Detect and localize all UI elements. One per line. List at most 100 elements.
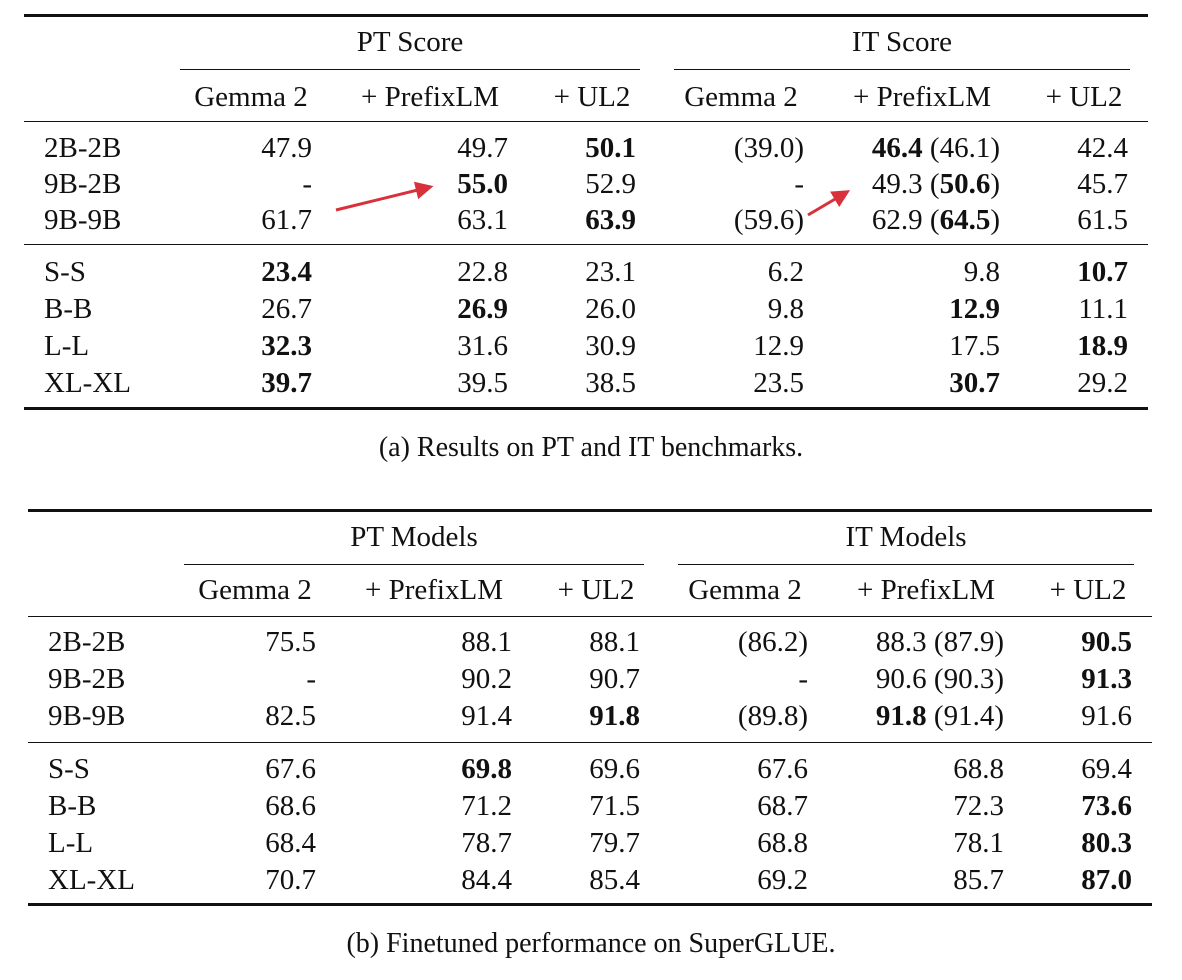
table-b-section-rule [28, 742, 1152, 744]
table-cell: 71.2 [461, 788, 512, 824]
row-label: 9B-9B [48, 700, 126, 732]
table-a-pt-cmidrule [180, 69, 640, 71]
table-cell: 26.0 [585, 291, 636, 327]
table-a-col-header: Gemma 2 [194, 81, 308, 113]
table-cell: 39.5 [457, 365, 508, 401]
table-b-col-header: Gemma 2 [688, 574, 802, 606]
table-cell: 68.7 [757, 788, 808, 824]
cell-text: 69.6 [589, 753, 640, 785]
cell-text: 9.8 [963, 256, 1000, 288]
cell-text: 79.7 [589, 827, 640, 859]
cell-text: 46.4 [871, 132, 923, 164]
cell-text: 91.3 [1081, 663, 1132, 695]
cell-text: 71.2 [461, 790, 512, 822]
table-cell: 42.4 [1077, 130, 1128, 166]
table-cell: 90.7 [589, 661, 640, 697]
table-cell: 82.5 [265, 698, 316, 734]
row-label: L-L [44, 330, 90, 362]
table-cell: 90.2 [461, 661, 512, 697]
cell-text: 61.5 [1077, 204, 1128, 236]
table-a-col-header: Gemma 2 [684, 81, 798, 113]
row-label: 9B-2B [48, 663, 126, 695]
cell-text: 69.2 [757, 864, 808, 896]
table-b-bottom-rule [28, 903, 1152, 906]
cell-text: ) [990, 168, 1000, 200]
table-cell: 90.5 [1081, 624, 1132, 660]
cell-text: 55.0 [457, 168, 508, 200]
cell-text: 26.7 [261, 293, 312, 325]
table-cell: 47.9 [261, 130, 312, 166]
table-cell: (39.0) [734, 130, 804, 166]
cell-text: 18.9 [1077, 330, 1128, 362]
row-label: XL-XL [44, 367, 131, 399]
cell-text: 63.1 [457, 204, 508, 236]
cell-text: 72.3 [953, 790, 1004, 822]
cell-text: 68.4 [265, 827, 316, 859]
table-cell: 68.8 [757, 825, 808, 861]
table-cell: 12.9 [949, 291, 1000, 327]
cell-text: 23.1 [585, 256, 636, 288]
table-cell: - [302, 166, 312, 202]
table-cell: 91.6 [1081, 698, 1132, 734]
cell-text: 61.7 [261, 204, 312, 236]
table-cell: 67.6 [265, 751, 316, 787]
table-a-header-rule [24, 121, 1148, 123]
table-cell: 68.8 [953, 751, 1004, 787]
cell-text: 10.7 [1077, 256, 1128, 288]
cell-text: - [306, 663, 316, 695]
table-cell: (59.6) [734, 202, 804, 238]
table-cell: 88.3 (87.9) [876, 624, 1004, 660]
cell-text: - [794, 168, 804, 200]
table-cell: 26.9 [457, 291, 508, 327]
table-b-header-rule [28, 616, 1152, 618]
table-cell: 12.9 [753, 328, 804, 364]
table-cell: 9.8 [964, 254, 1000, 290]
row-label: L-L [48, 827, 94, 859]
table-cell: 9.8 [768, 291, 804, 327]
row-label: 9B-9B [44, 204, 122, 236]
cell-text: 23.5 [753, 367, 804, 399]
cell-text: 91.6 [1081, 700, 1132, 732]
cell-text: ) [990, 204, 1000, 236]
cell-text: 75.5 [265, 626, 316, 658]
cell-text: 12.9 [753, 330, 804, 362]
table-cell: 91.3 [1081, 661, 1132, 697]
table-cell: 85.7 [953, 862, 1004, 898]
table-cell: - [306, 661, 316, 697]
cell-text: 82.5 [265, 700, 316, 732]
cell-text: 67.6 [265, 753, 316, 785]
table-a-group-header-pt: PT Score [356, 26, 464, 58]
table-cell: 73.6 [1081, 788, 1132, 824]
cell-text: 52.9 [585, 168, 636, 200]
cell-text: - [798, 663, 808, 695]
cell-text: 26.0 [585, 293, 636, 325]
table-cell: 88.1 [461, 624, 512, 660]
cell-text: 47.9 [261, 132, 312, 164]
table-b-group-header-it: IT Models [845, 521, 967, 553]
cell-text: 9.8 [767, 293, 804, 325]
table-cell: 91.4 [461, 698, 512, 734]
table-b-col-header: + PrefixLM [857, 574, 995, 606]
table-cell: 30.9 [585, 328, 636, 364]
cell-text: 11.1 [1078, 293, 1128, 325]
table-a-col-header: + UL2 [1045, 81, 1123, 113]
cell-text: 12.9 [949, 293, 1000, 325]
table-cell: 52.9 [585, 166, 636, 202]
cell-text: 45.7 [1077, 168, 1128, 200]
cell-text: 29.2 [1077, 367, 1128, 399]
table-cell: 90.6 (90.3) [876, 661, 1004, 697]
cell-text: 91.8 [589, 700, 640, 732]
table-cell: 84.4 [461, 862, 512, 898]
table-b-col-header: Gemma 2 [198, 574, 312, 606]
cell-text: 30.7 [949, 367, 1000, 399]
table-cell: 17.5 [949, 328, 1000, 364]
table-a-top-rule [24, 14, 1148, 17]
table-a-caption: (a) Results on PT and IT benchmarks. [378, 432, 804, 463]
cell-text: 69.4 [1081, 753, 1132, 785]
row-label: XL-XL [48, 864, 135, 896]
arrow-icon [807, 190, 851, 217]
table-cell: 63.1 [457, 202, 508, 238]
table-cell: 55.0 [457, 166, 508, 202]
cell-text: 71.5 [589, 790, 640, 822]
cell-text: 84.4 [461, 864, 512, 896]
